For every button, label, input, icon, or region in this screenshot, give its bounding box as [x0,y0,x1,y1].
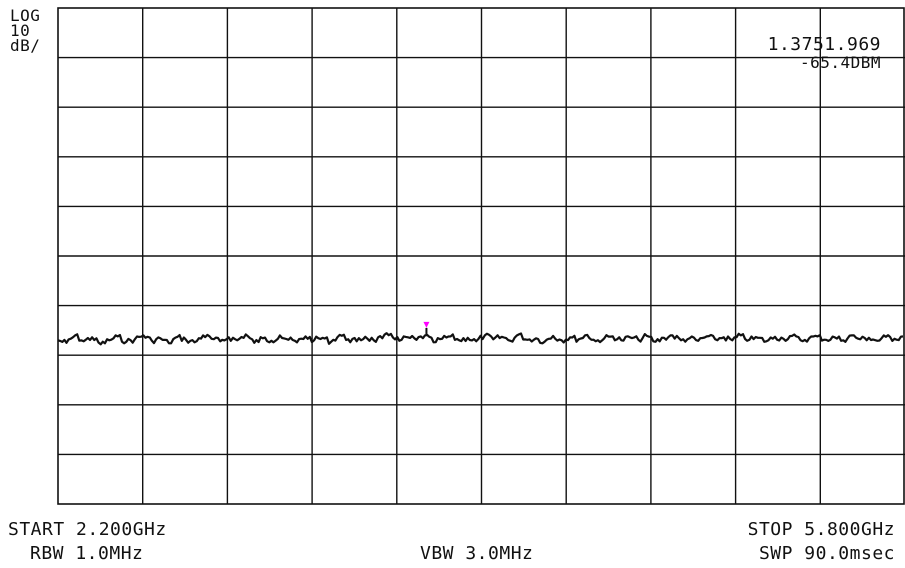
marker-symbol [423,321,430,336]
stop-frequency-label: STOP 5.800GHz [747,519,895,540]
vbw-label: VBW 3.0MHz [420,543,534,564]
start-frequency-label: START 2.200GHz [8,519,167,540]
rbw-label: RBW 1.0MHz [30,543,144,564]
graticule-grid [57,7,905,505]
scale-type-label: LOG [10,6,41,25]
scale-value-label: 10 [10,21,31,40]
marker-frequency-readout: 1.3751.969 [767,34,881,55]
scale-unit-label: dB/ [10,36,41,55]
marker-triangle [423,321,430,328]
marker-level-readout: -65.4DBM [799,53,881,72]
spectrum-trace [57,332,904,346]
sweep-time-label: SWP 90.0msec [758,543,895,564]
